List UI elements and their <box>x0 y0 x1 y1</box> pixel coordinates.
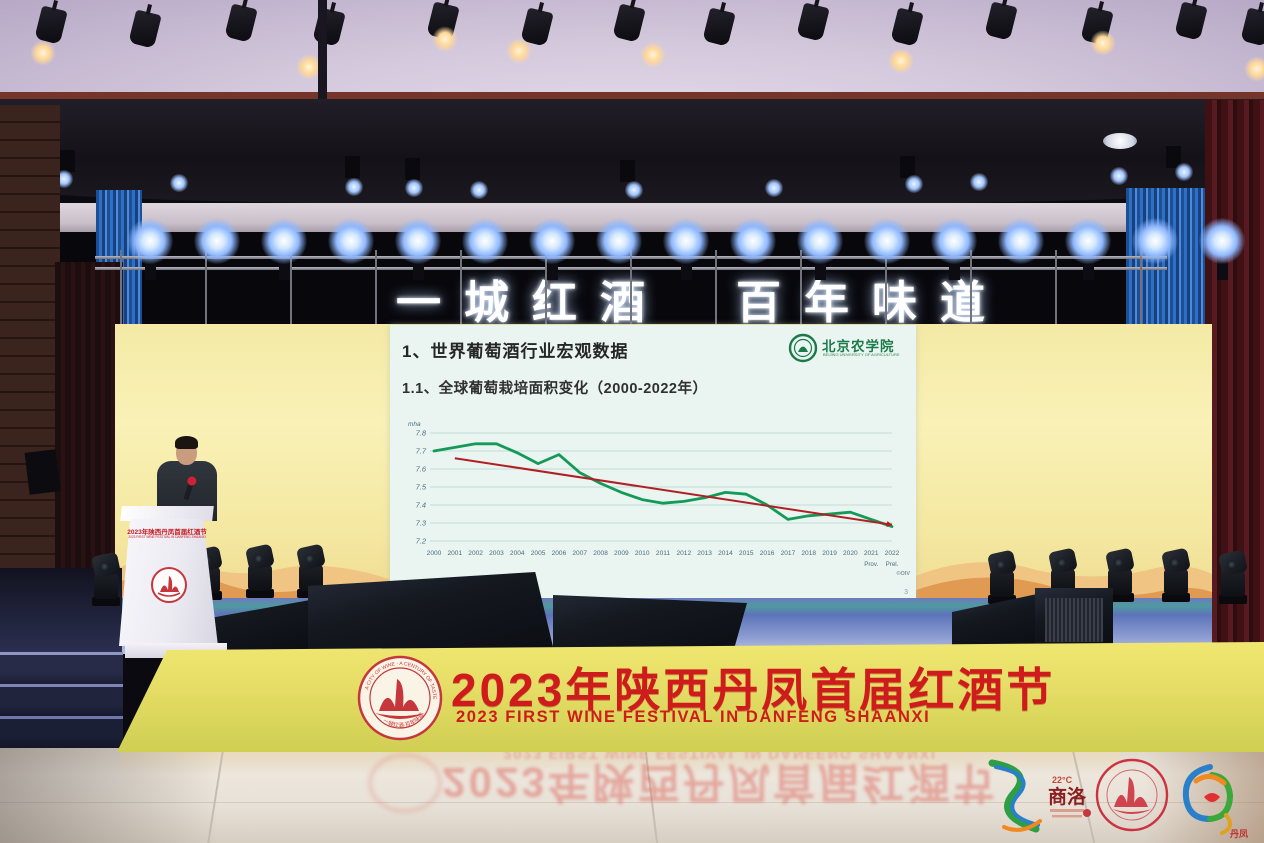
svg-text:2021: 2021 <box>864 550 879 557</box>
moving-head-light <box>88 551 124 606</box>
slide-subtitle: 1.1、全球葡萄栽培面积变化（2000-2022年） <box>402 381 708 397</box>
stage-monitor-speaker <box>308 572 555 655</box>
festival-title-en: 2023 FIRST WINE FESTIVAL IN DANFENG SHAA… <box>456 708 931 726</box>
confidence-monitor <box>24 449 61 495</box>
presenter-hair <box>175 436 198 449</box>
svg-text:7.3: 7.3 <box>416 519 427 528</box>
svg-text:7.5: 7.5 <box>416 483 427 492</box>
moving-head-light <box>1215 549 1251 604</box>
podium-emblem-icon <box>151 567 187 603</box>
svg-text:2001: 2001 <box>447 550 462 557</box>
svg-text:7.7: 7.7 <box>416 447 427 456</box>
svg-text:2007: 2007 <box>572 550 587 557</box>
floor-shadow-left <box>0 745 220 843</box>
brick-wall <box>0 105 60 573</box>
danfeng-logo-icon <box>1182 764 1234 835</box>
danfeng-name-label: 丹凤 <box>1230 829 1248 839</box>
svg-text:2020: 2020 <box>843 550 858 557</box>
svg-text:2011: 2011 <box>656 550 671 557</box>
led-marquee-text: 一城红酒 百年味道 <box>395 277 1008 328</box>
university-subtext: BEIJING UNIVERSITY OF AGRICULTURE <box>823 352 900 357</box>
svg-text:Prel.: Prel. <box>886 561 899 568</box>
podium-title-en: 2023 FIRST WINE FESTIVAL IN DANFENG SHAA… <box>128 535 206 539</box>
svg-text:7.2: 7.2 <box>416 537 427 546</box>
svg-text:2000: 2000 <box>427 550 442 557</box>
svg-text:7.4: 7.4 <box>416 501 426 510</box>
svg-text:2017: 2017 <box>781 550 796 557</box>
festival-title-cn: 2023年陕西丹凤首届红酒节 <box>451 664 1056 716</box>
university-logo: 北京农学院 BEIJING UNIVERSITY OF AGRICULTURE <box>788 333 908 363</box>
podium-title-cn: 2023年陕西丹凤首届红酒节 <box>127 529 207 536</box>
chart-source: ©OIV <box>896 571 910 577</box>
svg-text:7.8: 7.8 <box>416 429 427 438</box>
speaker-grille <box>1045 598 1103 642</box>
festival-emblem-icon: A CITY OF WINE · A CENTURY OF TASTE 一城红酒… <box>357 655 443 741</box>
svg-text:Prov.: Prov. <box>864 561 878 568</box>
banner-reflection-cn: 2023年陕西丹凤首届红酒节 <box>442 759 998 806</box>
shangluo-temp-label: 22°C <box>1052 775 1073 785</box>
svg-text:mha: mha <box>408 421 421 428</box>
slide-page-number: 3 <box>904 589 908 596</box>
svg-text:2009: 2009 <box>614 550 629 557</box>
footer-logos: 22°C 商洛 丹凤 <box>988 758 1248 839</box>
svg-text:2014: 2014 <box>718 550 733 557</box>
audience-floor: 2023 FIRST WINE FESTIVAL IN DANFENG SHAA… <box>0 745 1264 843</box>
svg-text:2003: 2003 <box>489 550 504 557</box>
vineyard-area-chart: mha 7.8 7.7 7.6 7.5 7.4 7.3 7.2 2000 2001 2002 2003… <box>398 417 906 589</box>
festival-emblem-small-icon <box>1095 758 1169 832</box>
svg-text:2002: 2002 <box>468 550 483 557</box>
university-emblem-icon <box>788 333 818 363</box>
rigging-pole <box>318 0 327 99</box>
stage-apron-banner: A CITY OF WINE · A CENTURY OF TASTE 一城红酒… <box>117 642 1264 752</box>
moving-head-light <box>242 543 278 598</box>
podium-top <box>120 506 214 521</box>
svg-text:2013: 2013 <box>697 550 712 557</box>
shangluo-name-label: 商洛 <box>1048 785 1087 808</box>
svg-text:2004: 2004 <box>510 550 525 557</box>
floor-shadow-right <box>1144 745 1264 843</box>
svg-text:2006: 2006 <box>552 550 567 557</box>
svg-text:2015: 2015 <box>739 550 754 557</box>
svg-text:2018: 2018 <box>801 550 816 557</box>
presentation-slide: 1、世界葡萄酒行业宏观数据 1.1、全球葡萄栽培面积变化（2000-2022年）… <box>390 325 916 609</box>
floor-seam <box>0 802 1264 803</box>
svg-text:2019: 2019 <box>822 550 837 557</box>
moving-head-light <box>1158 547 1194 602</box>
svg-text:2010: 2010 <box>635 550 650 557</box>
moving-head-light <box>984 549 1020 604</box>
shangluo-logo-icon <box>988 759 1042 833</box>
stage-steps <box>0 652 123 748</box>
svg-text:2012: 2012 <box>676 550 691 557</box>
svg-text:2008: 2008 <box>593 550 608 557</box>
svg-text:2005: 2005 <box>531 550 546 557</box>
fascia-round-light <box>1103 133 1137 149</box>
emblem-reflection <box>368 753 442 813</box>
svg-text:2016: 2016 <box>760 550 775 557</box>
slide-title: 1、世界葡萄酒行业宏观数据 <box>402 342 629 361</box>
svg-text:7.6: 7.6 <box>416 465 427 474</box>
moving-head-light <box>1102 547 1138 602</box>
svg-text:2022: 2022 <box>885 550 900 557</box>
university-name: 北京农学院 <box>822 339 895 354</box>
balcony-trim <box>0 92 1264 100</box>
